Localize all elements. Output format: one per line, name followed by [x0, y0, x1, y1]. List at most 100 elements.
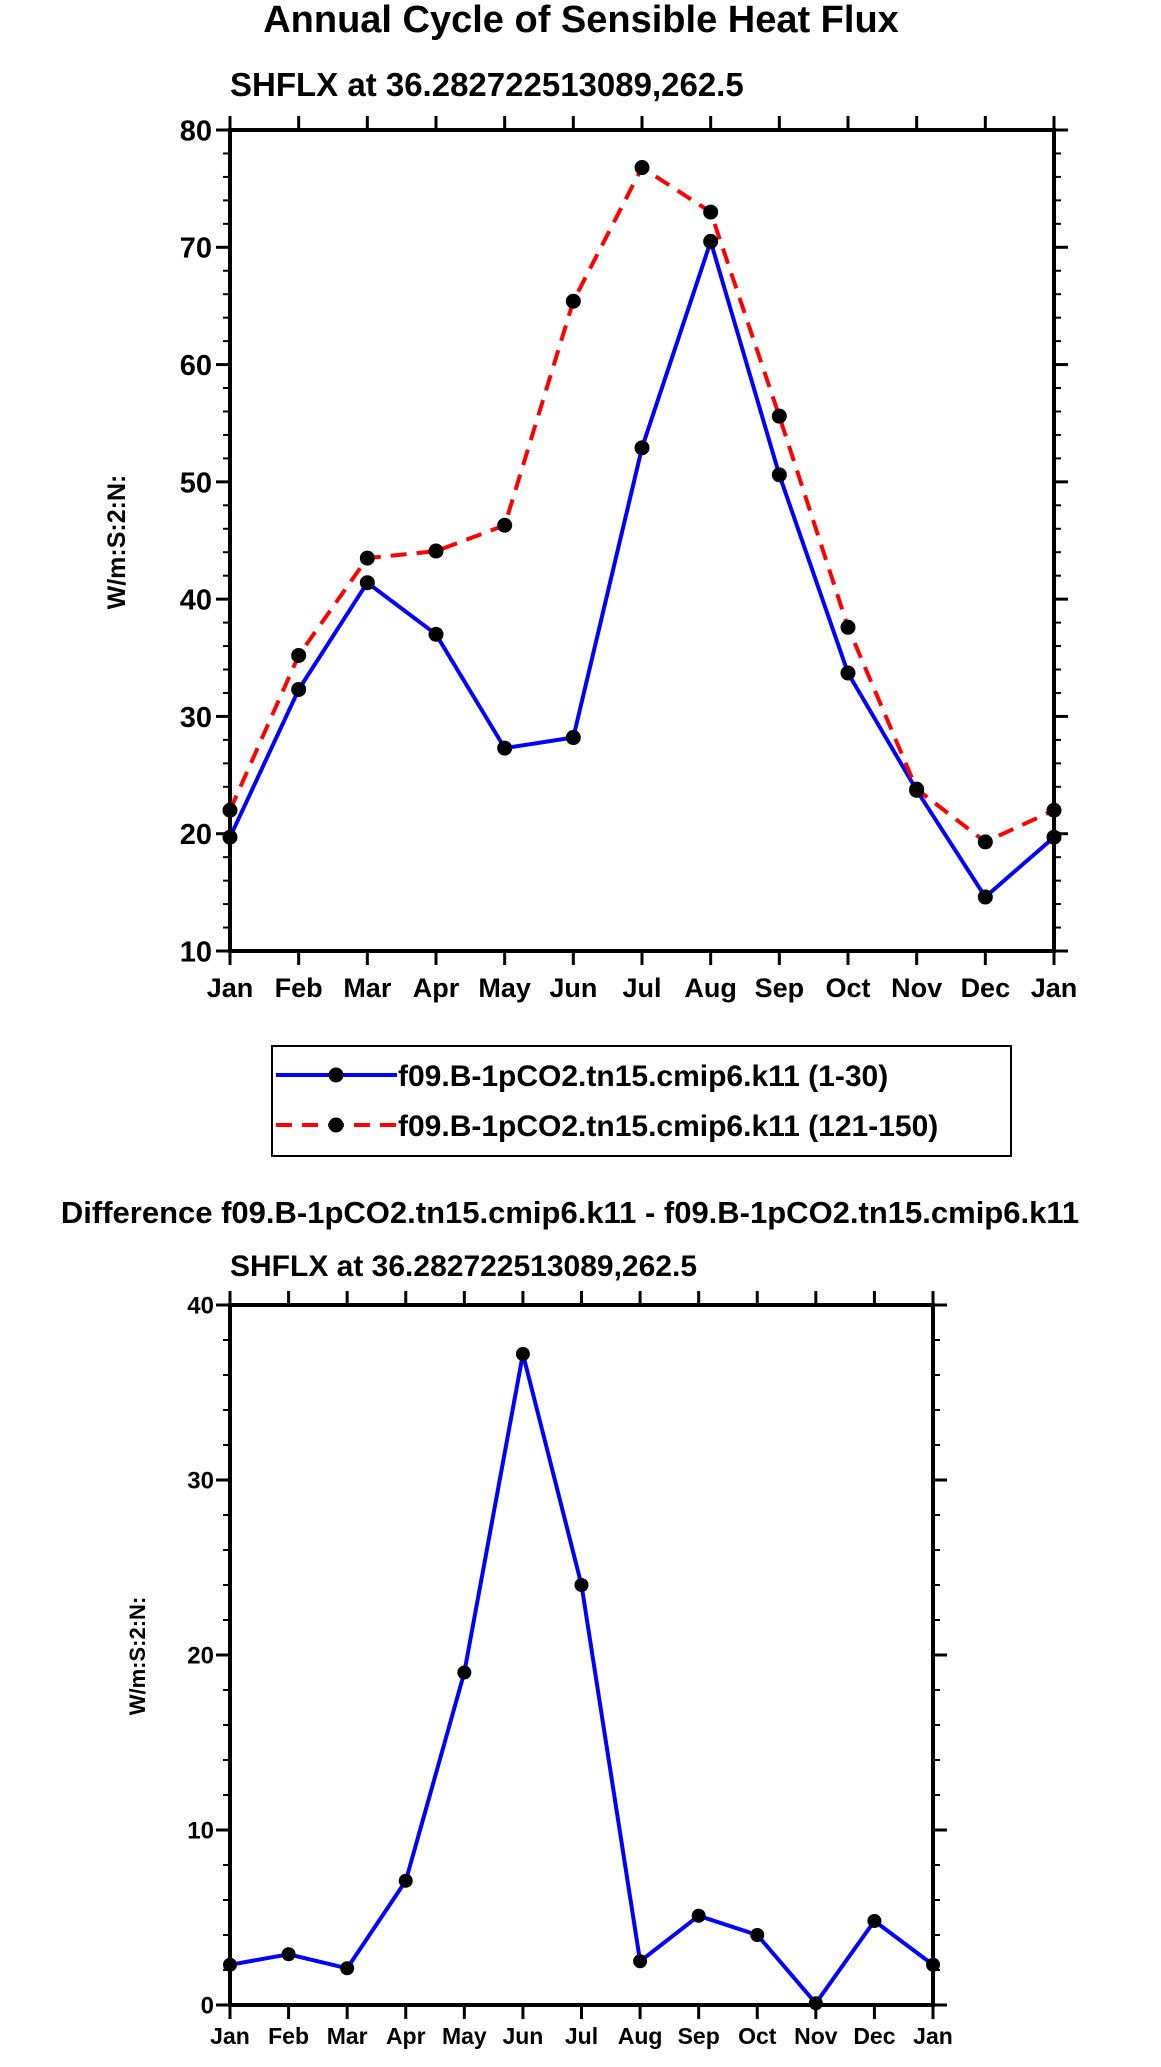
x-tick-label: Mar: [327, 2023, 368, 2049]
series-1-point: [867, 1914, 882, 1928]
x-tick-label: May: [478, 973, 531, 1003]
series-2-point: [840, 619, 856, 635]
series-2-point: [291, 647, 307, 663]
series-2-point: [497, 517, 513, 533]
series-1-point: [281, 1947, 296, 1962]
x-tick-label: Apr: [386, 2023, 426, 2049]
y-tick-labels: 10 20 30 40 50 60 70 80: [180, 115, 212, 968]
x-tick-label: Aug: [684, 973, 736, 1003]
y-tick-labels: 0 10 20 30 40: [187, 1293, 214, 2020]
x-tick-label: Dec: [853, 2023, 895, 2049]
x-tick-label: Oct: [738, 2023, 777, 2049]
series-2-point: [703, 204, 719, 220]
plot-frame: [228, 128, 1056, 953]
series-2-point: [222, 802, 238, 818]
series-1-point: [771, 467, 787, 483]
x-tick-labels: Jan Feb Mar Apr May Jun Jul Aug Sep Oct Nov Dec Jan: [210, 2023, 953, 2049]
series-1-point: [497, 740, 513, 756]
series-1-point: [750, 1928, 765, 1942]
chart-title: Annual Cycle of Sensible Heat Flux: [263, 0, 899, 41]
x-tick-label: Jan: [913, 2023, 953, 2049]
x-tick-label: Feb: [275, 973, 323, 1003]
series-1-point: [808, 1996, 823, 2011]
y-tick-label: 10: [187, 1818, 214, 1845]
x-tick-label: Jan: [207, 973, 254, 1003]
x-tick-label: Aug: [618, 2023, 663, 2049]
x-tick-label: Mar: [343, 973, 392, 1003]
series-2-point: [634, 160, 650, 176]
series-2-point: [977, 834, 993, 850]
y-tick-label: 70: [180, 233, 212, 265]
axis-ticks: [216, 1291, 947, 2019]
y-tick-label: 0: [201, 1993, 214, 2020]
series-2-point: [565, 293, 581, 309]
series-1-point: [340, 1961, 355, 1976]
axis-ticks: [216, 116, 1068, 965]
x-tick-label: Nov: [891, 973, 942, 1003]
legend-marker-series-1: [328, 1067, 344, 1083]
chart-subtitle: SHFLX at 36.282722513089,262.5: [230, 66, 744, 103]
x-tick-label: Feb: [268, 2023, 309, 2049]
chart-title: Difference f09.B-1pCO2.tn15.cmip6.k11 - …: [61, 1195, 1079, 1230]
y-tick-label: 80: [180, 115, 212, 147]
data-series: [223, 1347, 940, 2011]
series-1-point: [565, 730, 581, 746]
y-tick-label: 30: [187, 1468, 214, 1495]
x-tick-label: Jan: [1031, 973, 1078, 1003]
y-tick-label: 40: [180, 585, 212, 617]
series-1-point: [977, 889, 993, 905]
legend-label-series-1: f09.B-1pCO2.tn15.cmip6.k11 (1-30): [398, 1060, 888, 1093]
x-tick-label: Dec: [961, 973, 1011, 1003]
series-1-point: [691, 1908, 706, 1923]
x-tick-label: Jan: [210, 2023, 250, 2049]
series-1-point: [457, 1665, 472, 1680]
series-2-point: [359, 550, 375, 566]
y-tick-label: 20: [187, 1643, 214, 1670]
y-tick-label: 50: [180, 467, 212, 499]
series-1-point: [703, 233, 719, 249]
series-line-1: [229, 1352, 935, 2006]
series-1-point: [222, 829, 238, 845]
x-tick-label: Sep: [678, 2023, 720, 2049]
annual-cycle-chart: Annual Cycle of Sensible Heat Flux SHFLX…: [103, 0, 1078, 1157]
x-tick-label: Jul: [622, 973, 661, 1003]
x-tick-label: Jul: [565, 2023, 598, 2049]
series-line-1: [228, 239, 1056, 899]
y-tick-label: 20: [180, 819, 212, 851]
x-tick-label: Nov: [794, 2023, 838, 2049]
series-1-point: [633, 1954, 648, 1969]
series-1-point: [398, 1873, 413, 1888]
series-1-point: [840, 665, 856, 681]
series-1-point: [574, 1578, 589, 1592]
series-1-point: [634, 440, 650, 456]
x-tick-label: Jun: [502, 2023, 543, 2049]
series-2-point: [771, 408, 787, 424]
series-line-2: [228, 165, 1055, 844]
series-1-point: [926, 1957, 940, 1972]
series-1-point: [291, 681, 307, 697]
series-1-point: [223, 1957, 237, 1972]
series-1-point: [359, 575, 375, 591]
x-tick-labels: Jan Feb Mar Apr May Jun Jul Aug Sep Oct Nov Dec Jan: [207, 973, 1078, 1003]
series-1-point: [428, 626, 444, 642]
legend-box: [271, 1045, 1012, 1157]
x-tick-label: Sep: [755, 973, 805, 1003]
y-tick-label: 40: [187, 1293, 214, 1320]
difference-chart: Difference f09.B-1pCO2.tn15.cmip6.k11 - …: [61, 1195, 1079, 2049]
y-tick-label: 60: [180, 350, 212, 382]
y-axis-label: W/m:S:2:N:: [103, 475, 131, 610]
series-2-point: [909, 781, 925, 797]
chart-subtitle: SHFLX at 36.282722513089,262.5: [230, 1250, 697, 1283]
series-1-point: [515, 1347, 530, 1361]
x-tick-label: Jun: [549, 973, 597, 1003]
series-2-point: [1046, 802, 1062, 818]
legend: f09.B-1pCO2.tn15.cmip6.k11 (1-30) f09.B-…: [271, 1045, 1012, 1157]
x-tick-label: May: [442, 2023, 487, 2049]
series-2-point: [428, 543, 444, 559]
plot-frame: [228, 1303, 935, 2007]
legend-marker-series-2: [328, 1117, 344, 1133]
legend-label-series-2: f09.B-1pCO2.tn15.cmip6.k11 (121-150): [398, 1110, 938, 1143]
y-axis-label: W/m:S:2:N:: [125, 1597, 150, 1716]
y-tick-label: 10: [180, 936, 212, 968]
x-tick-label: Oct: [825, 973, 870, 1003]
